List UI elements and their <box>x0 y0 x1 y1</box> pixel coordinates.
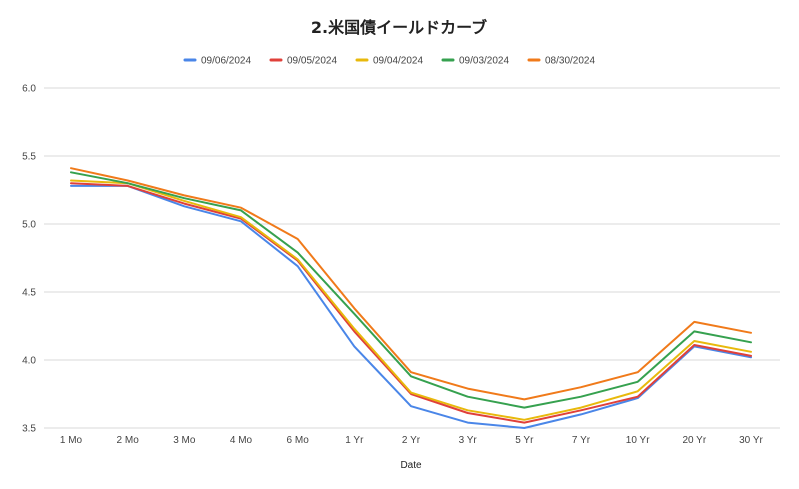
x-tick-label: 10 Yr <box>626 435 650 446</box>
y-tick-label: 6.0 <box>22 84 36 95</box>
x-tick-label: 6 Mo <box>287 435 310 446</box>
series-line-09-06-2024 <box>70 184 752 429</box>
y-tick-label: 4.0 <box>22 356 36 367</box>
series-line-09-04-2024 <box>70 179 752 421</box>
x-tick-label: 7 Yr <box>572 435 591 446</box>
legend-label: 08/30/2024 <box>545 56 595 67</box>
legend-item[interactable]: 09/04/2024 <box>355 56 423 67</box>
x-tick-label: 1 Yr <box>345 435 364 446</box>
y-tick-label: 3.5 <box>22 424 36 435</box>
x-tick-label: 4 Mo <box>230 435 253 446</box>
legend-item[interactable]: 09/03/2024 <box>441 56 509 67</box>
legend-label: 09/03/2024 <box>459 56 509 67</box>
legend-label: 09/05/2024 <box>287 56 337 67</box>
series-line-09-03-2024 <box>70 171 752 409</box>
y-axis-ticks: 3.5 4.0 4.5 5.0 5.5 6.0 <box>22 84 36 435</box>
series-line-08-30-2024 <box>70 167 752 401</box>
x-tick-label: 1 Mo <box>60 435 83 446</box>
x-axis-title: Date <box>400 460 422 471</box>
series-lines <box>70 167 752 429</box>
series-line-09-05-2024 <box>70 182 752 424</box>
y-tick-label: 4.5 <box>22 288 36 299</box>
legend-item[interactable]: 08/30/2024 <box>527 56 595 67</box>
y-tick-label: 5.5 <box>22 152 36 163</box>
x-axis-ticks: 1 Mo 2 Mo 3 Mo 4 Mo 6 Mo 1 Yr 2 Yr 3 Yr 5 Yr 7 Yr… <box>60 435 764 446</box>
x-tick-label: 5 Yr <box>515 435 534 446</box>
legend: 09/06/2024 09/05/2024 09/04/2024 09/03/2024… <box>183 56 595 67</box>
x-tick-label: 30 Yr <box>739 435 763 446</box>
x-tick-label: 3 Yr <box>459 435 478 446</box>
legend-label: 09/04/2024 <box>373 56 423 67</box>
gridlines <box>44 87 780 429</box>
x-tick-label: 3 Mo <box>173 435 196 446</box>
x-tick-label: 2 Mo <box>117 435 140 446</box>
legend-item[interactable]: 09/06/2024 <box>183 56 251 67</box>
legend-label: 09/06/2024 <box>201 56 251 67</box>
legend-item[interactable]: 09/05/2024 <box>269 56 337 67</box>
y-tick-label: 5.0 <box>22 220 36 231</box>
chart-title: 2.米国債イールドカーブ <box>311 18 487 37</box>
x-tick-label: 2 Yr <box>402 435 421 446</box>
x-tick-label: 20 Yr <box>682 435 706 446</box>
